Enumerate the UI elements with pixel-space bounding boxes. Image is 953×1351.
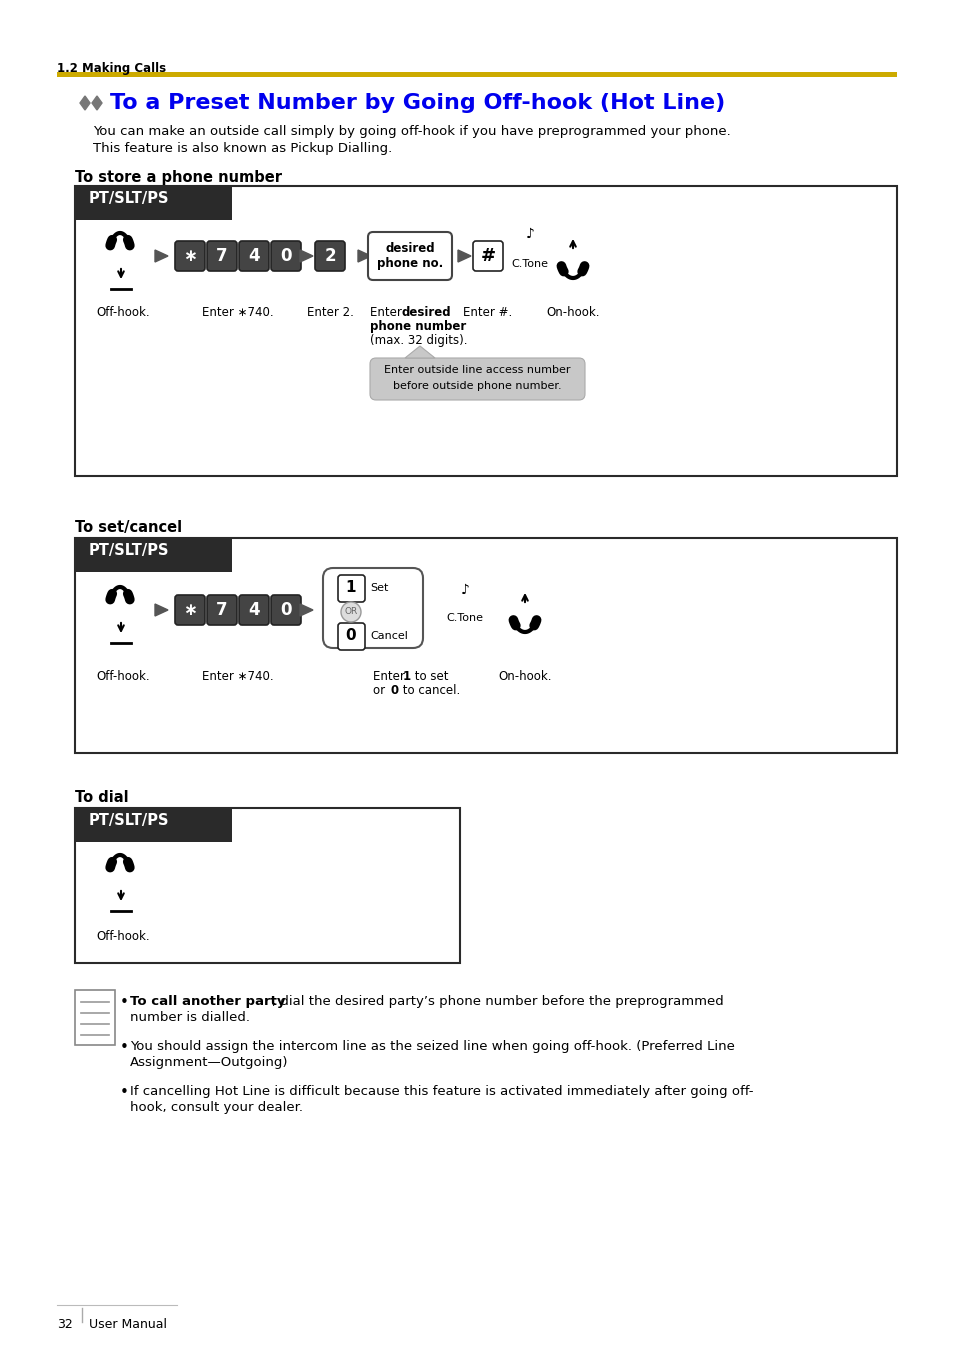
Text: Set: Set — [370, 584, 388, 593]
FancyBboxPatch shape — [271, 240, 301, 272]
Text: This feature is also known as Pickup Dialling.: This feature is also known as Pickup Dia… — [92, 142, 392, 155]
Polygon shape — [405, 346, 435, 358]
Bar — [75, 186, 896, 476]
Polygon shape — [91, 96, 102, 109]
Text: Enter 2.: Enter 2. — [306, 305, 353, 319]
Text: You can make an outside call simply by going off-hook if you have preprogrammed : You can make an outside call simply by g… — [92, 126, 730, 138]
Text: 7: 7 — [216, 601, 228, 619]
Text: 1.2 Making Calls: 1.2 Making Calls — [57, 62, 166, 76]
Text: before outside phone number.: before outside phone number. — [393, 381, 560, 390]
Bar — [75, 538, 896, 753]
Polygon shape — [80, 96, 90, 109]
Text: 0: 0 — [345, 628, 355, 643]
Text: Enter: Enter — [370, 305, 405, 319]
Text: Enter: Enter — [373, 670, 408, 684]
Text: 0: 0 — [280, 601, 292, 619]
Text: 1: 1 — [402, 670, 411, 684]
Circle shape — [340, 603, 360, 621]
Text: Enter #.: Enter #. — [463, 305, 512, 319]
FancyBboxPatch shape — [271, 594, 301, 626]
Text: Assignment—Outgoing): Assignment—Outgoing) — [130, 1056, 288, 1069]
Text: to set: to set — [411, 670, 448, 684]
Bar — [75, 186, 232, 220]
Text: 4: 4 — [248, 601, 259, 619]
Text: Off-hook.: Off-hook. — [96, 670, 150, 684]
Text: Off-hook.: Off-hook. — [96, 305, 150, 319]
Text: hook, consult your dealer.: hook, consult your dealer. — [130, 1101, 303, 1115]
Text: •: • — [120, 1085, 129, 1100]
FancyBboxPatch shape — [174, 594, 205, 626]
FancyBboxPatch shape — [207, 240, 236, 272]
Text: To store a phone number: To store a phone number — [75, 170, 282, 185]
Text: #: # — [480, 247, 495, 265]
Text: Enter ∗740.: Enter ∗740. — [202, 670, 274, 684]
Polygon shape — [357, 250, 371, 262]
FancyBboxPatch shape — [314, 240, 345, 272]
Text: 1: 1 — [345, 581, 355, 596]
Bar — [75, 538, 232, 571]
Text: 0: 0 — [280, 247, 292, 265]
Text: , dial the desired party’s phone number before the preprogrammed: , dial the desired party’s phone number … — [272, 994, 723, 1008]
FancyBboxPatch shape — [239, 240, 269, 272]
Text: C.Tone: C.Tone — [446, 613, 483, 623]
Text: PT/SLT/PS: PT/SLT/PS — [89, 813, 170, 828]
Text: (max. 32 digits).: (max. 32 digits). — [370, 334, 467, 347]
Text: To a Preset Number by Going Off-hook (Hot Line): To a Preset Number by Going Off-hook (Ho… — [110, 93, 724, 113]
Bar — [57, 72, 896, 77]
Text: Enter outside line access number: Enter outside line access number — [383, 365, 570, 376]
Polygon shape — [154, 604, 168, 616]
Text: To call another party: To call another party — [130, 994, 285, 1008]
FancyBboxPatch shape — [174, 240, 205, 272]
Text: On-hook.: On-hook. — [546, 305, 599, 319]
FancyBboxPatch shape — [368, 232, 452, 280]
Text: User Manual: User Manual — [89, 1319, 167, 1331]
Polygon shape — [154, 250, 168, 262]
FancyBboxPatch shape — [239, 594, 269, 626]
Text: phone no.: phone no. — [376, 258, 442, 270]
FancyBboxPatch shape — [337, 576, 365, 603]
Text: C.Tone: C.Tone — [511, 259, 548, 269]
Polygon shape — [299, 250, 313, 262]
FancyBboxPatch shape — [323, 567, 422, 648]
Text: 4: 4 — [248, 247, 259, 265]
Text: To dial: To dial — [75, 790, 129, 805]
Polygon shape — [299, 604, 313, 616]
Text: On-hook.: On-hook. — [497, 670, 551, 684]
Text: 2: 2 — [324, 247, 335, 265]
Polygon shape — [457, 250, 471, 262]
Text: OR: OR — [344, 608, 357, 616]
Text: 32: 32 — [57, 1319, 72, 1331]
Text: phone number: phone number — [370, 320, 466, 332]
Text: PT/SLT/PS: PT/SLT/PS — [89, 190, 170, 205]
Text: desired: desired — [385, 242, 435, 254]
Text: 0: 0 — [391, 684, 398, 697]
Text: ∗: ∗ — [183, 601, 196, 619]
Text: To set/cancel: To set/cancel — [75, 520, 182, 535]
FancyBboxPatch shape — [337, 623, 365, 650]
Bar — [75, 808, 459, 963]
Text: Cancel: Cancel — [370, 631, 408, 640]
Text: •: • — [120, 994, 129, 1011]
Text: ♪: ♪ — [525, 227, 534, 240]
Text: •: • — [120, 1040, 129, 1055]
Text: desired: desired — [401, 305, 451, 319]
FancyBboxPatch shape — [473, 240, 502, 272]
Text: to cancel.: to cancel. — [398, 684, 459, 697]
Text: Enter ∗740.: Enter ∗740. — [202, 305, 274, 319]
Text: number is dialled.: number is dialled. — [130, 1011, 250, 1024]
Text: If cancelling Hot Line is difficult because this feature is activated immediatel: If cancelling Hot Line is difficult beca… — [130, 1085, 753, 1098]
FancyBboxPatch shape — [370, 358, 584, 400]
Text: Off-hook.: Off-hook. — [96, 929, 150, 943]
Text: ∗: ∗ — [183, 247, 196, 265]
Bar — [75, 808, 232, 842]
Text: ♪: ♪ — [460, 584, 469, 597]
Text: 7: 7 — [216, 247, 228, 265]
Bar — [75, 990, 115, 1046]
FancyBboxPatch shape — [207, 594, 236, 626]
Text: You should assign the intercom line as the seized line when going off-hook. (Pre: You should assign the intercom line as t… — [130, 1040, 734, 1052]
Text: or: or — [373, 684, 389, 697]
Text: PT/SLT/PS: PT/SLT/PS — [89, 543, 170, 558]
